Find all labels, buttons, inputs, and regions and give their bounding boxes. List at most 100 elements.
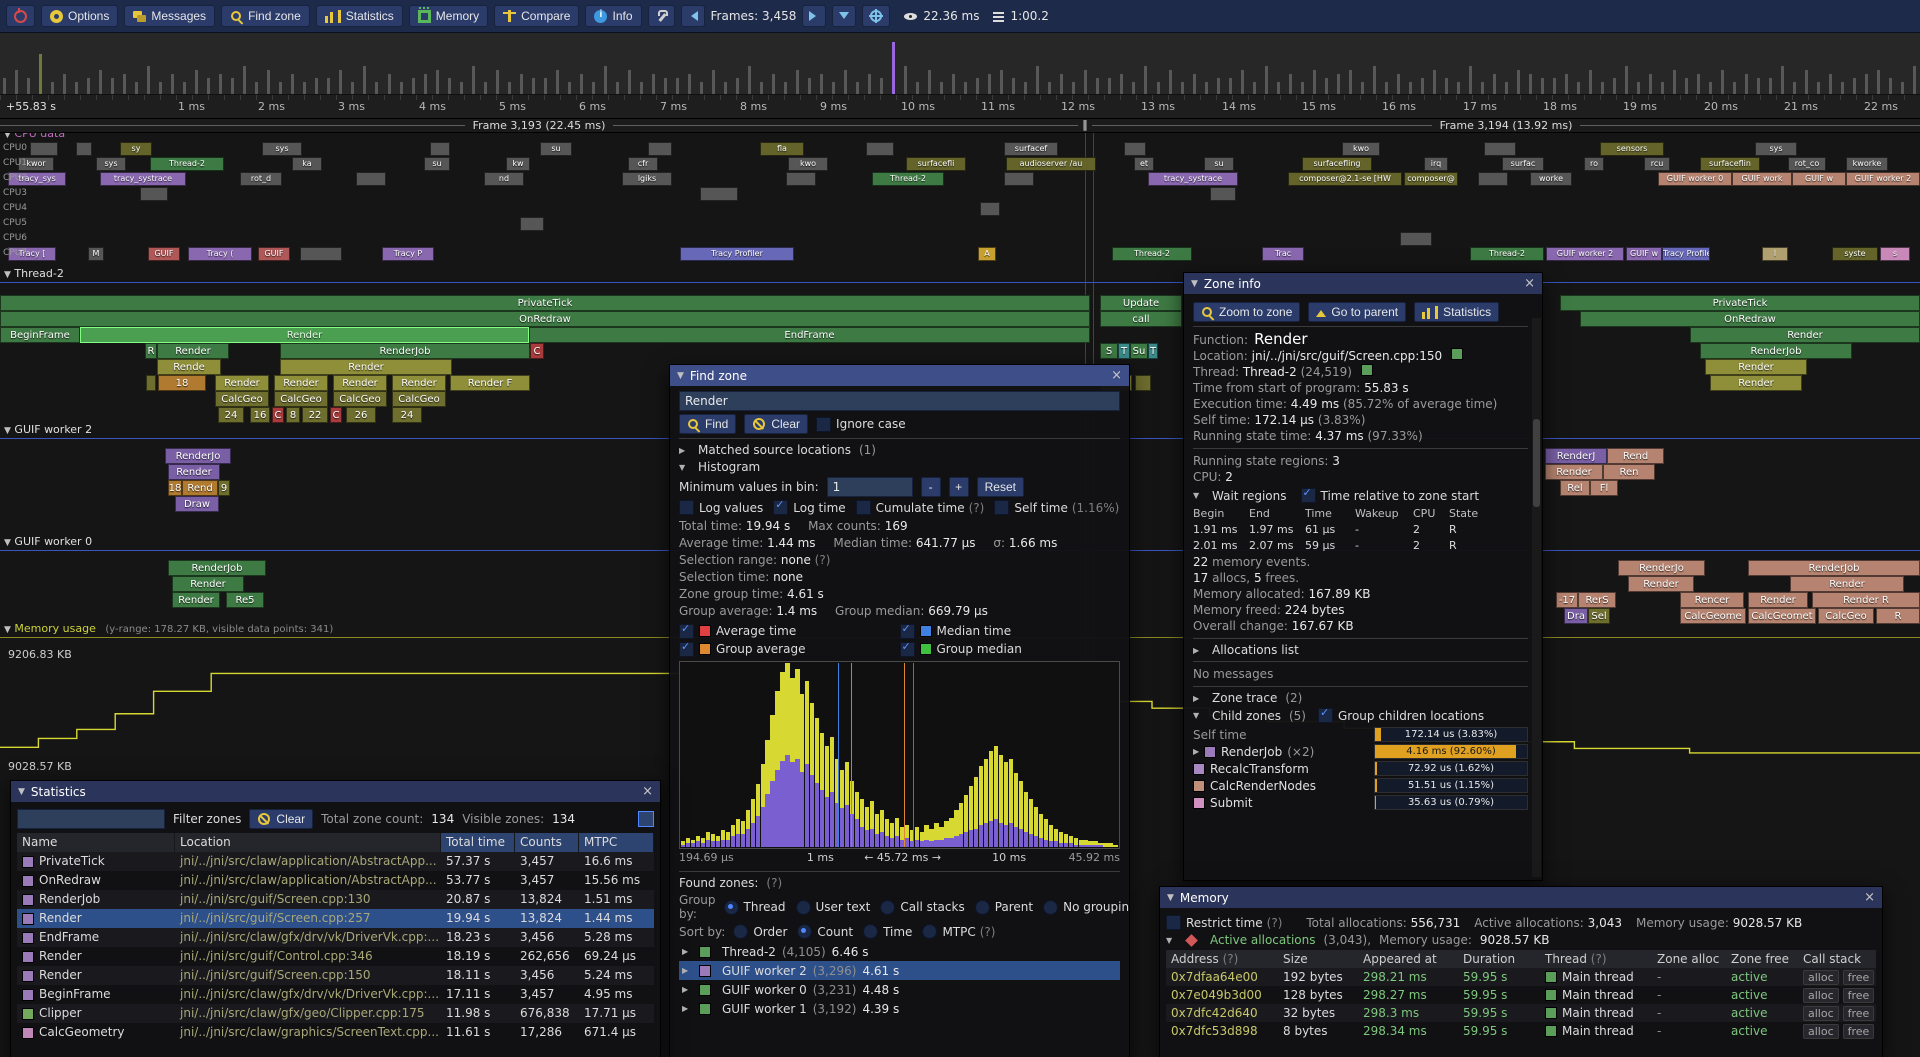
cpu-zone[interactable]: su (1204, 157, 1234, 171)
zone[interactable]: Render (392, 375, 446, 391)
zone[interactable]: R (1876, 608, 1920, 624)
cpu-zone[interactable]: GUIF w (1626, 247, 1662, 261)
zone[interactable]: S (1100, 343, 1118, 359)
zone[interactable]: Render (1545, 464, 1603, 480)
allocation-row[interactable]: 0x7e049b3d00 128 bytes 298.27 ms 59.95 s… (1166, 986, 1876, 1004)
expand-triangle-icon[interactable]: ▶ (682, 947, 689, 956)
zone[interactable]: Render (1748, 592, 1808, 608)
zone[interactable]: C (330, 407, 342, 423)
sort-by-option[interactable]: MTPC (?) (922, 924, 995, 939)
collapse-triangle-icon[interactable]: ▼ (18, 786, 25, 797)
zone[interactable]: RenderJob (280, 343, 530, 359)
cpu-zone[interactable]: tracy_systrace (100, 172, 186, 186)
cpu-zone[interactable]: Tracy Profiler (1662, 247, 1710, 261)
cpu-zone[interactable]: rcu (1644, 157, 1670, 171)
next-frame-button[interactable] (802, 5, 827, 27)
zone[interactable]: T (1148, 343, 1158, 359)
allocation-address[interactable]: 0x7dfaa64e00 (1171, 970, 1258, 984)
frame-marker[interactable]: Frame 3,194 (13.92 ms) (1092, 119, 1920, 132)
toolbar-button[interactable]: Find zone (221, 5, 310, 27)
cpu-zone[interactable] (140, 187, 168, 201)
zone[interactable]: CalcGeo (333, 391, 387, 407)
allocation-row[interactable]: 0x7dfc53d898 8 bytes 298.34 ms 59.95 s M… (1166, 1022, 1876, 1040)
zone[interactable]: Render (172, 592, 220, 608)
zone[interactable]: 24 (218, 407, 244, 423)
allocation-address[interactable]: 0x7dfc42d640 (1171, 1006, 1258, 1020)
histogram-option[interactable]: Cumulate time (?) (855, 500, 984, 515)
allocation-row[interactable]: 0x7dfc42d640 32 bytes 298.3 ms 59.95 s M… (1166, 1004, 1876, 1022)
frame-dropdown-button[interactable] (832, 5, 857, 27)
collapse-triangle-icon[interactable]: ▼ (4, 130, 11, 140)
cpu-zone[interactable] (700, 187, 738, 201)
zone[interactable]: CalcGeome (1680, 608, 1746, 624)
cpu-zone[interactable]: sys (96, 157, 126, 171)
memory-titlebar[interactable]: ▼ Memory × (1160, 887, 1882, 908)
search-input[interactable] (679, 391, 1120, 411)
zone[interactable]: R (145, 343, 157, 359)
clear-filter-button[interactable]: Clear (249, 809, 314, 829)
cpu-zone[interactable]: kwor (18, 157, 54, 171)
zone[interactable]: Render (1790, 576, 1904, 592)
cpu-zone[interactable]: composer@2.1-se [HW (1288, 172, 1402, 186)
frame-timeline-strip[interactable] (0, 33, 1920, 95)
option-checkbox[interactable] (994, 500, 1010, 515)
stats-table-row[interactable]: Render jni/../jni/src/guif/Control.cpp:3… (17, 947, 654, 966)
sort-by-option[interactable]: Time (863, 924, 912, 939)
ignore-case-checkbox[interactable] (816, 416, 832, 432)
legend-item[interactable]: Group average (679, 640, 900, 658)
memory-column-header[interactable]: Duration (1463, 952, 1516, 966)
option-checkbox[interactable] (855, 500, 871, 515)
legend-item[interactable]: Median time (899, 622, 1121, 640)
group-children-checkbox[interactable] (1317, 706, 1333, 723)
cpu-zone[interactable]: kwo (1342, 142, 1380, 156)
cpu-zone[interactable]: sensors (1600, 142, 1664, 156)
zone[interactable]: call (1100, 311, 1182, 327)
cpu-zone[interactable]: Thread-2 (1470, 247, 1544, 261)
zone[interactable]: Render (157, 343, 229, 359)
toolbar-button[interactable]: Messages (124, 5, 216, 27)
free-callstack-chip[interactable]: free (1842, 970, 1875, 985)
cpu-zone[interactable]: surfacef (1004, 142, 1058, 156)
zone-info-action-button[interactable]: Statistics (1414, 302, 1500, 322)
zone[interactable]: 16 (250, 407, 270, 423)
option-checkbox[interactable] (679, 500, 694, 515)
zone[interactable]: RenderJob (1700, 343, 1852, 359)
zone[interactable] (1135, 375, 1151, 391)
cpu-zone[interactable]: syste (1832, 247, 1878, 261)
memory-column-header[interactable]: Address (?) (1171, 952, 1239, 966)
cpu-zone[interactable] (76, 142, 92, 156)
legend-checkbox[interactable] (679, 622, 694, 639)
cpu-zone[interactable]: ka (292, 157, 322, 171)
memory-column-header[interactable]: Thread (?) (1545, 952, 1607, 966)
close-icon[interactable]: × (642, 784, 653, 799)
memory-column-header[interactable]: Zone free (1731, 952, 1790, 966)
collapse-triangle-icon[interactable]: ▼ (4, 625, 11, 635)
decrease-bin-button[interactable]: - (920, 477, 941, 497)
power-button[interactable] (6, 5, 35, 27)
allocations-list-toggle[interactable]: ▶ Allocations list (1193, 643, 1299, 657)
zone[interactable]: Sel (1588, 608, 1610, 624)
zone[interactable]: Render (80, 327, 529, 343)
zone[interactable]: 18 (168, 480, 182, 496)
expand-triangle-icon[interactable]: ▶ (682, 966, 689, 975)
cpu-zone[interactable] (648, 142, 672, 156)
free-callstack-chip[interactable]: free (1842, 988, 1875, 1003)
expand-triangle-icon[interactable]: ▶ (682, 985, 689, 994)
frame-markers-row[interactable]: Frame 3,193 (22.45 ms) ‖ Frame 3,194 (13… (0, 119, 1920, 133)
memory-column-header[interactable]: Zone alloc (1657, 952, 1720, 966)
zone[interactable]: CalcGeo (215, 391, 269, 407)
allocation-row[interactable]: 0x7dfaa64e00 192 bytes 298.21 ms 59.95 s… (1166, 968, 1876, 986)
free-callstack-chip[interactable]: free (1842, 1006, 1875, 1021)
zone[interactable]: RenderJob (1748, 560, 1920, 576)
legend-item[interactable]: Group median (899, 640, 1121, 658)
alloc-callstack-chip[interactable]: alloc (1803, 1006, 1839, 1021)
timeline-section-header[interactable]: ▼ Thread-2 (0, 267, 1920, 283)
allocation-address[interactable]: 0x7e049b3d00 (1171, 988, 1262, 1002)
legend-checkbox[interactable] (899, 622, 915, 639)
zone[interactable]: CalcGeo (1818, 608, 1874, 624)
zone[interactable]: 26 (346, 407, 376, 423)
zone[interactable]: Dra (1564, 608, 1588, 624)
cpu-zone[interactable] (786, 172, 816, 186)
